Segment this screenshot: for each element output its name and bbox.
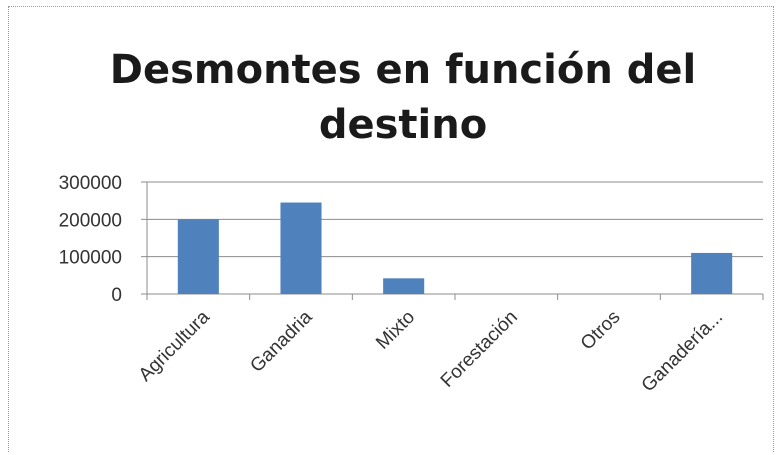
- x-category-label: Forestación: [437, 307, 522, 392]
- y-tick-label: 300000: [59, 173, 122, 194]
- y-tick-label: 0: [111, 285, 122, 306]
- y-tick-label: 100000: [59, 248, 122, 269]
- bar-0: [177, 219, 219, 294]
- chart-title-line-2: destino: [319, 102, 487, 148]
- bar-1: [280, 202, 322, 294]
- x-category-label: Otros: [577, 307, 625, 355]
- chart-title-line-1: Desmontes en función del: [110, 47, 696, 93]
- x-category-label: Mixto: [372, 307, 419, 354]
- x-category-label: Agricultura: [135, 306, 214, 385]
- bar-5: [691, 252, 733, 294]
- chart-frame: [8, 6, 774, 452]
- x-category-label: Ganadria: [246, 306, 316, 376]
- bar-2: [383, 278, 425, 294]
- x-category-label: Ganadería...: [638, 307, 728, 397]
- y-tick-label: 200000: [59, 210, 122, 231]
